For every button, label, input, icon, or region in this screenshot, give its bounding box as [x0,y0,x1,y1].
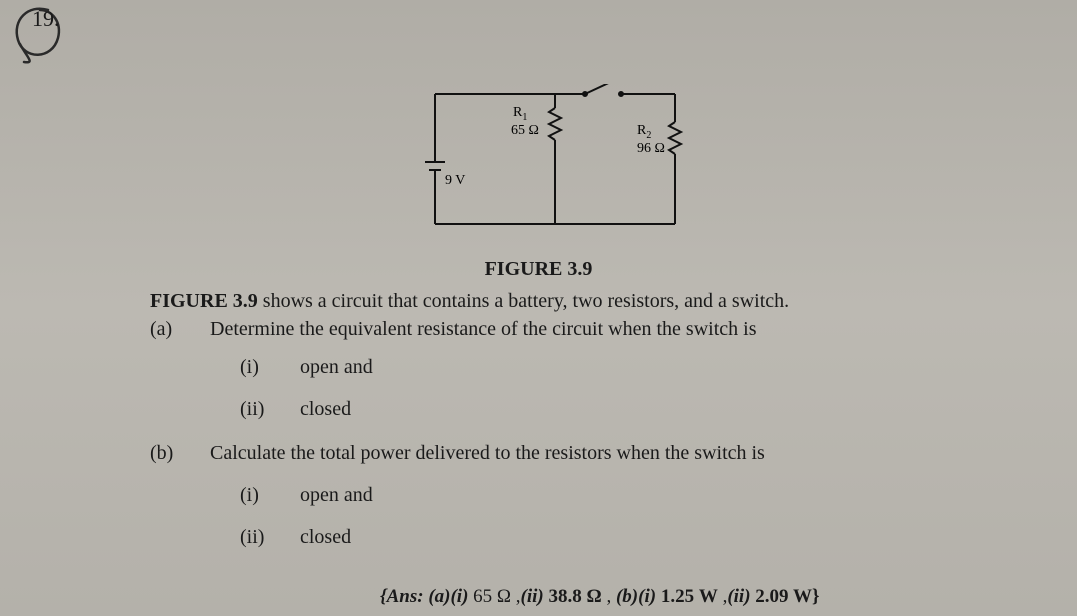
figure-caption: FIGURE 3.9 [0,258,1077,281]
ans-b-ii-label: (ii) [727,586,750,607]
ans-b-i-val: 1.25 W [656,586,718,607]
intro-rest: shows a circuit that contains a battery,… [258,290,789,312]
page-scan: 19. [0,0,1077,616]
part-a-ii-text: closed [300,398,351,420]
part-a-i: (i)open and [240,356,373,379]
answers-line: {Ans: (a)(i) 65 Ω ,(ii) 38.8 Ω , (b)(i) … [380,586,819,608]
part-a-ii: (ii)closed [240,398,351,421]
part-a-text: Determine the equivalent resistance of t… [210,318,756,340]
ans-b-ii-val: 2.09 W} [751,586,820,607]
part-b-i: (i)open and [240,484,373,507]
intro-bold: FIGURE 3.9 [150,290,258,312]
r2-name: R2 [637,123,651,141]
ans-prefix: {Ans: [380,586,428,607]
part-b-line: (b)Calculate the total power delivered t… [150,442,765,465]
part-b-ii: (ii)closed [240,526,351,549]
ans-a-i-val: 65 Ω [468,586,511,607]
r1-name: R1 [513,105,527,123]
r1-value: 65 Ω [511,123,539,138]
ans-a-ii-val: 38.8 Ω [544,586,602,607]
ans-b-i-label: (b)(i) [616,586,656,607]
part-a-label: (a) [150,316,210,343]
part-b-label: (b) [150,442,210,465]
part-a-line: (a)Determine the equivalent resistance o… [150,316,980,343]
part-b-i-text: open and [300,484,373,506]
ans-sep3: , [718,586,728,607]
part-a-ii-label: (ii) [240,398,300,421]
part-b-ii-label: (ii) [240,526,300,549]
circuit-diagram: R1 65 Ω R2 96 Ω 9 V [415,84,715,234]
ans-sep2: , [602,586,616,607]
r2-value: 96 Ω [637,141,665,156]
intro-line: FIGURE 3.9 shows a circuit that contains… [150,288,980,315]
part-b-i-label: (i) [240,484,300,507]
ans-a-ii-label: (ii) [521,586,544,607]
ans-a-i-label: (a)(i) [428,586,468,607]
part-b-text: Calculate the total power delivered to t… [210,442,765,464]
question-number: 19. [32,6,60,32]
voltage-label: 9 V [445,173,465,188]
ans-sep1: , [511,586,521,607]
part-a-i-label: (i) [240,356,300,379]
part-a-i-text: open and [300,356,373,378]
part-b-ii-text: closed [300,526,351,548]
